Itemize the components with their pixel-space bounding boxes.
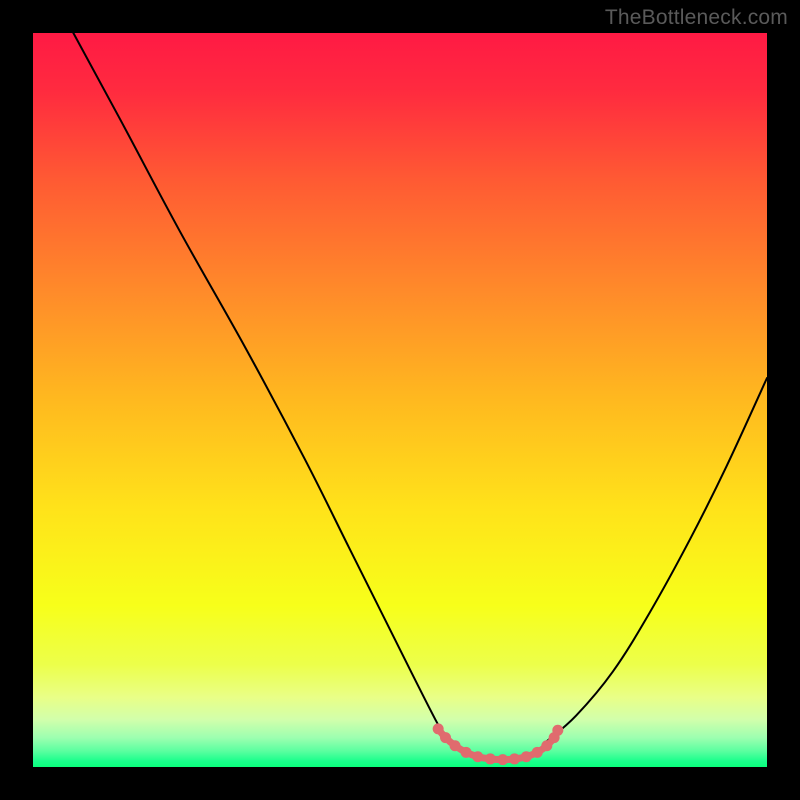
watermark-text: TheBottleneck.com (605, 6, 788, 30)
plot-area (33, 33, 767, 767)
curve-right-ascending (547, 378, 767, 741)
curve-left-descending (73, 33, 447, 741)
valley-marker (433, 723, 564, 765)
chart-frame: TheBottleneck.com (0, 0, 800, 800)
curve-layer (33, 33, 767, 767)
